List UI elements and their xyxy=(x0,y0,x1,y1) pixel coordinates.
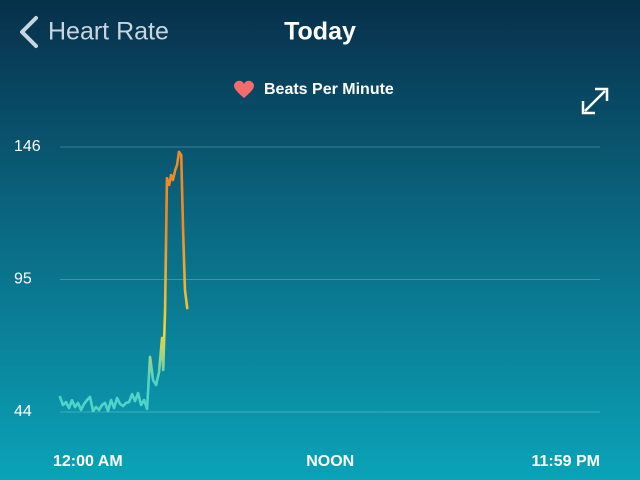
heart-rate-line xyxy=(58,150,189,413)
legend-heart xyxy=(234,80,254,98)
expand-icon-arrow[interactable] xyxy=(581,101,595,115)
y-tick-label: 44 xyxy=(14,403,32,420)
back-label[interactable]: Heart Rate xyxy=(48,18,169,46)
back-button[interactable]: Heart Rate xyxy=(20,16,169,48)
legend-label: Beats Per Minute xyxy=(264,81,394,98)
x-tick-label: 12:00 AM xyxy=(53,453,123,470)
x-tick-label: NOON xyxy=(306,453,354,470)
expand-icon-line[interactable] xyxy=(584,90,606,112)
plot: 44 95 146 12:00 AM NOON 11:59 PM xyxy=(14,138,600,470)
y-tick-label: 146 xyxy=(14,138,41,155)
screen-title: Today xyxy=(284,18,356,46)
expand-icon-arrow[interactable] xyxy=(595,87,609,101)
x-tick-label: 11:59 PM xyxy=(532,453,600,470)
y-tick-label: 95 xyxy=(14,271,32,288)
expand-button[interactable] xyxy=(581,87,609,115)
back-chevron[interactable] xyxy=(20,16,38,48)
